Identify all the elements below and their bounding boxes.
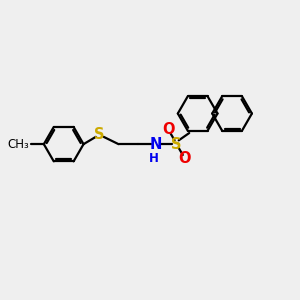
Text: O: O [162, 122, 175, 137]
Text: CH₃: CH₃ [7, 138, 29, 151]
Text: O: O [178, 151, 191, 166]
Text: S: S [94, 127, 105, 142]
Text: S: S [171, 137, 182, 152]
Text: H: H [149, 152, 159, 165]
Text: N: N [149, 137, 162, 152]
